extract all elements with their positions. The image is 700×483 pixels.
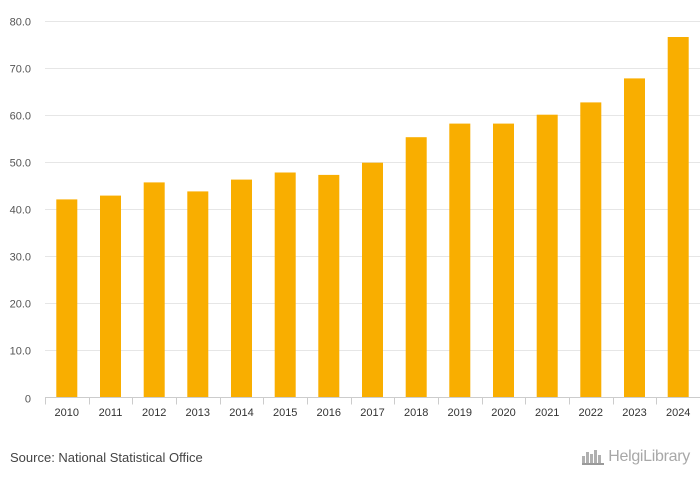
bar-2021[interactable] <box>536 114 558 398</box>
x-axis-ticks <box>45 397 657 405</box>
bar-2012[interactable] <box>143 182 165 398</box>
bar-2018[interactable] <box>405 137 427 398</box>
source-note: Source: National Statistical Office <box>10 450 203 465</box>
x-tick-label: 2015 <box>273 407 297 419</box>
y-tick-label: 70.0 <box>10 64 31 76</box>
x-tick-label: 2016 <box>317 407 341 419</box>
x-axis-tick-labels: 2010 2011 2012 2013 2014 2015 2016 2017 2018 2019… <box>55 407 691 419</box>
bar-2019[interactable] <box>449 123 471 398</box>
x-tick-label: 2023 <box>622 407 646 419</box>
bar-2013[interactable] <box>187 191 209 398</box>
y-tick-label: 40.0 <box>10 205 31 217</box>
bar-2011[interactable] <box>100 195 121 398</box>
bar-2014[interactable] <box>231 179 252 398</box>
x-tick-label: 2022 <box>579 407 603 419</box>
x-tick-label: 2011 <box>99 407 123 419</box>
bar-2024[interactable] <box>667 37 689 398</box>
x-tick-label: 2017 <box>360 407 384 419</box>
x-tick-label: 2021 <box>535 407 559 419</box>
x-tick-label: 2024 <box>666 407 690 419</box>
bar-2015[interactable] <box>274 172 296 398</box>
x-tick-label: 2014 <box>229 407 253 419</box>
bar-2020[interactable] <box>493 123 514 398</box>
bar-2022[interactable] <box>580 102 602 398</box>
x-tick-label: 2012 <box>142 407 166 419</box>
x-tick-label: 2020 <box>491 407 515 419</box>
x-tick-label: 2010 <box>55 407 79 419</box>
bar-chart: 010.020.030.040.050.060.070.080.0 2010 20… <box>10 17 700 419</box>
y-tick-label: 30.0 <box>10 252 31 264</box>
city-skyline-icon <box>582 450 605 465</box>
y-tick-label: 80.0 <box>10 17 31 29</box>
y-tick-label: 0 <box>25 394 31 406</box>
x-tick-label: 2013 <box>186 407 210 419</box>
bar-2017[interactable] <box>362 162 383 398</box>
y-tick-label: 10.0 <box>10 346 31 358</box>
y-tick-label: 60.0 <box>10 111 31 123</box>
x-tick-label: 2019 <box>448 407 472 419</box>
helgi-library-logo[interactable]: HelgiLibrary <box>582 448 690 466</box>
x-tick-label: 2018 <box>404 407 428 419</box>
logo-text: HelgiLibrary <box>608 448 690 465</box>
bars <box>56 37 689 398</box>
y-axis-tick-labels: 0 10.0 20.0 30.0 40.0 50.0 60.0 70.0 80.0 <box>10 17 31 406</box>
bar-2016[interactable] <box>318 174 340 398</box>
bar-2023[interactable] <box>624 78 645 398</box>
y-tick-label: 50.0 <box>10 158 31 170</box>
y-tick-label: 20.0 <box>10 299 31 311</box>
bar-2010[interactable] <box>56 199 78 398</box>
